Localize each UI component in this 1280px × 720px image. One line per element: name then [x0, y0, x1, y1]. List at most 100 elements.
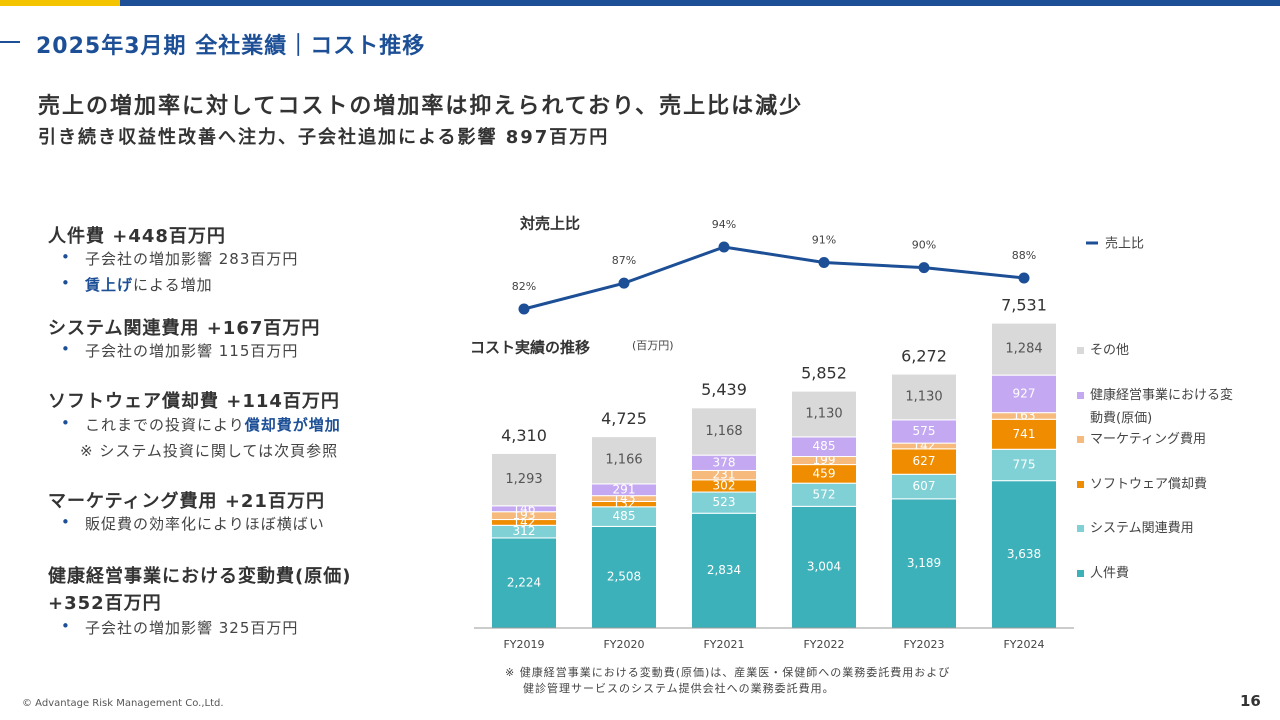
bullet: • 子会社の増加影響 325百万円 [61, 617, 299, 638]
footnote: 健診管理サービスのシステム提供会社への業務委託費用。 [523, 682, 835, 695]
legend-label: その他 [1090, 343, 1130, 358]
segment-label: 3,638 [1007, 547, 1041, 561]
title-dash [0, 41, 20, 43]
bullet: • 販促費の効率化によりほぼ横ばい [61, 513, 325, 534]
bullet-text: 販促費の効率化によりほぼ横ばい [85, 515, 325, 533]
section-heading: マーケティング費用 +21百万円 [48, 491, 325, 512]
bar-segment [591, 436, 657, 485]
data-label: 94% [712, 218, 736, 231]
segment-label: 523 [713, 495, 736, 509]
footnote: ※ 健康経営事業における変動費(原価)は、産業医・保健師への業務委託費用および [505, 666, 951, 679]
bullet-text: による増加 [133, 276, 213, 294]
bullet-text: 子会社の増加影響 115百万円 [85, 342, 299, 360]
legend-swatch [1077, 347, 1084, 354]
bar-segment [991, 322, 1057, 376]
segment-label: 312 [513, 524, 536, 538]
segment-label: 927 [1013, 386, 1036, 400]
segment-label: 1,284 [1005, 342, 1042, 357]
bar-chart-unit: (百万円) [632, 339, 674, 352]
legend-swatch [1077, 525, 1084, 532]
bar-segment [491, 452, 557, 507]
copyright: © Advantage Risk Management Co.,Ltd. [22, 698, 224, 709]
bullet-dot: • [61, 248, 71, 266]
segment-label: 607 [913, 479, 936, 493]
bar-segment [891, 473, 957, 500]
bullet-text: これまでの投資により [85, 416, 245, 434]
segment-label: 1,168 [705, 424, 742, 439]
data-label: 82% [512, 280, 536, 293]
total-label: 5,439 [701, 380, 747, 399]
total-label: 6,272 [901, 346, 947, 365]
line-chart-title: 対売上比 [519, 215, 580, 233]
segment-label: 378 [713, 455, 736, 469]
x-tick-label: FY2022 [803, 638, 844, 651]
segment-label: 2,508 [607, 570, 641, 584]
segment-label: 775 [1013, 457, 1036, 471]
line-point [818, 257, 830, 268]
legend-item: 健康経営事業における変動費(原価) [1077, 384, 1240, 430]
line [523, 245, 1025, 311]
bullet-dot: • [61, 340, 71, 358]
legend-label: 人件費 [1090, 565, 1130, 581]
bar-segment [691, 407, 757, 456]
line-point [718, 241, 730, 253]
segment-label: 485 [813, 439, 836, 453]
legend-item: マーケティング費用 [1077, 428, 1240, 451]
note: ※ システム投資に関しては次頁参照 [80, 442, 339, 460]
emphasis: 賃上げ [85, 276, 134, 294]
bar-segment [991, 448, 1057, 482]
bullet-dot: • [61, 513, 71, 531]
total-label: 4,725 [601, 409, 647, 428]
legend-item: ソフトウェア償却費 [1077, 473, 1240, 496]
legend-item: システム関連費用 [1077, 517, 1240, 540]
bullet-dot: • [61, 414, 71, 432]
bullet: • 賃上げによる増加 [61, 274, 213, 295]
legend-label: ソフトウェア償却費 [1090, 476, 1208, 492]
section-heading: +352百万円 [48, 593, 162, 614]
bar-segment [891, 373, 957, 421]
segment-label: 231 [713, 468, 736, 482]
x-tick-label: FY2023 [903, 638, 944, 651]
top-band-accent [0, 0, 120, 6]
bar-segment [991, 480, 1057, 629]
segment-label: 2,224 [507, 575, 541, 589]
line-legend-label: 売上比 [1105, 236, 1144, 252]
top-band [0, 0, 1280, 6]
x-tick-label: FY2019 [503, 638, 544, 651]
segment-label: 485 [613, 509, 636, 523]
bar-chart-title: コスト実績の推移 [470, 339, 590, 357]
legend-label: 健康経営事業における変動費(原価) [1090, 387, 1234, 426]
segment-label: 1,166 [605, 453, 642, 468]
x-tick-label: FY2020 [603, 638, 644, 651]
total-label: 7,531 [1001, 295, 1047, 314]
bullet: • これまでの投資により償却費が増加 [61, 414, 341, 435]
total-label: 5,852 [801, 363, 847, 382]
segment-label: 1,293 [505, 472, 542, 487]
line-point [918, 262, 930, 274]
emphasis: 償却費が増加 [244, 416, 341, 434]
line-point [618, 277, 630, 289]
bullet-text: 子会社の増加影響 325百万円 [85, 619, 299, 637]
x-tick-label: FY2021 [703, 638, 744, 651]
slide-title: 2025年3月期 全社業績｜コスト推移 [36, 34, 426, 59]
section-heading: 人件費 +448百万円 [48, 226, 226, 247]
segment-label: 741 [1013, 427, 1036, 441]
segment-label: 3,004 [807, 560, 841, 574]
legend-label: マーケティング費用 [1090, 432, 1206, 447]
x-tick-label: FY2024 [1003, 638, 1044, 651]
subheadline: 引き続き収益性改善へ注力、子会社追加による影響 897百万円 [38, 127, 610, 148]
segment-label: 627 [913, 454, 936, 468]
bullet: • 子会社の増加影響 283百万円 [61, 248, 299, 269]
section-heading: システム関連費用 +167百万円 [48, 318, 321, 339]
legend-swatch [1077, 569, 1084, 577]
segment-label: 291 [613, 482, 636, 496]
total-label: 4,310 [501, 426, 547, 445]
bar-segment [791, 390, 857, 438]
legend-item: その他 [1077, 339, 1240, 362]
legend-label: システム関連費用 [1090, 521, 1194, 536]
bullet-text: 子会社の増加影響 283百万円 [85, 250, 299, 268]
bullet-dot: • [61, 274, 71, 292]
segment-label: 3,189 [907, 556, 941, 570]
legend-swatch [1077, 436, 1084, 443]
